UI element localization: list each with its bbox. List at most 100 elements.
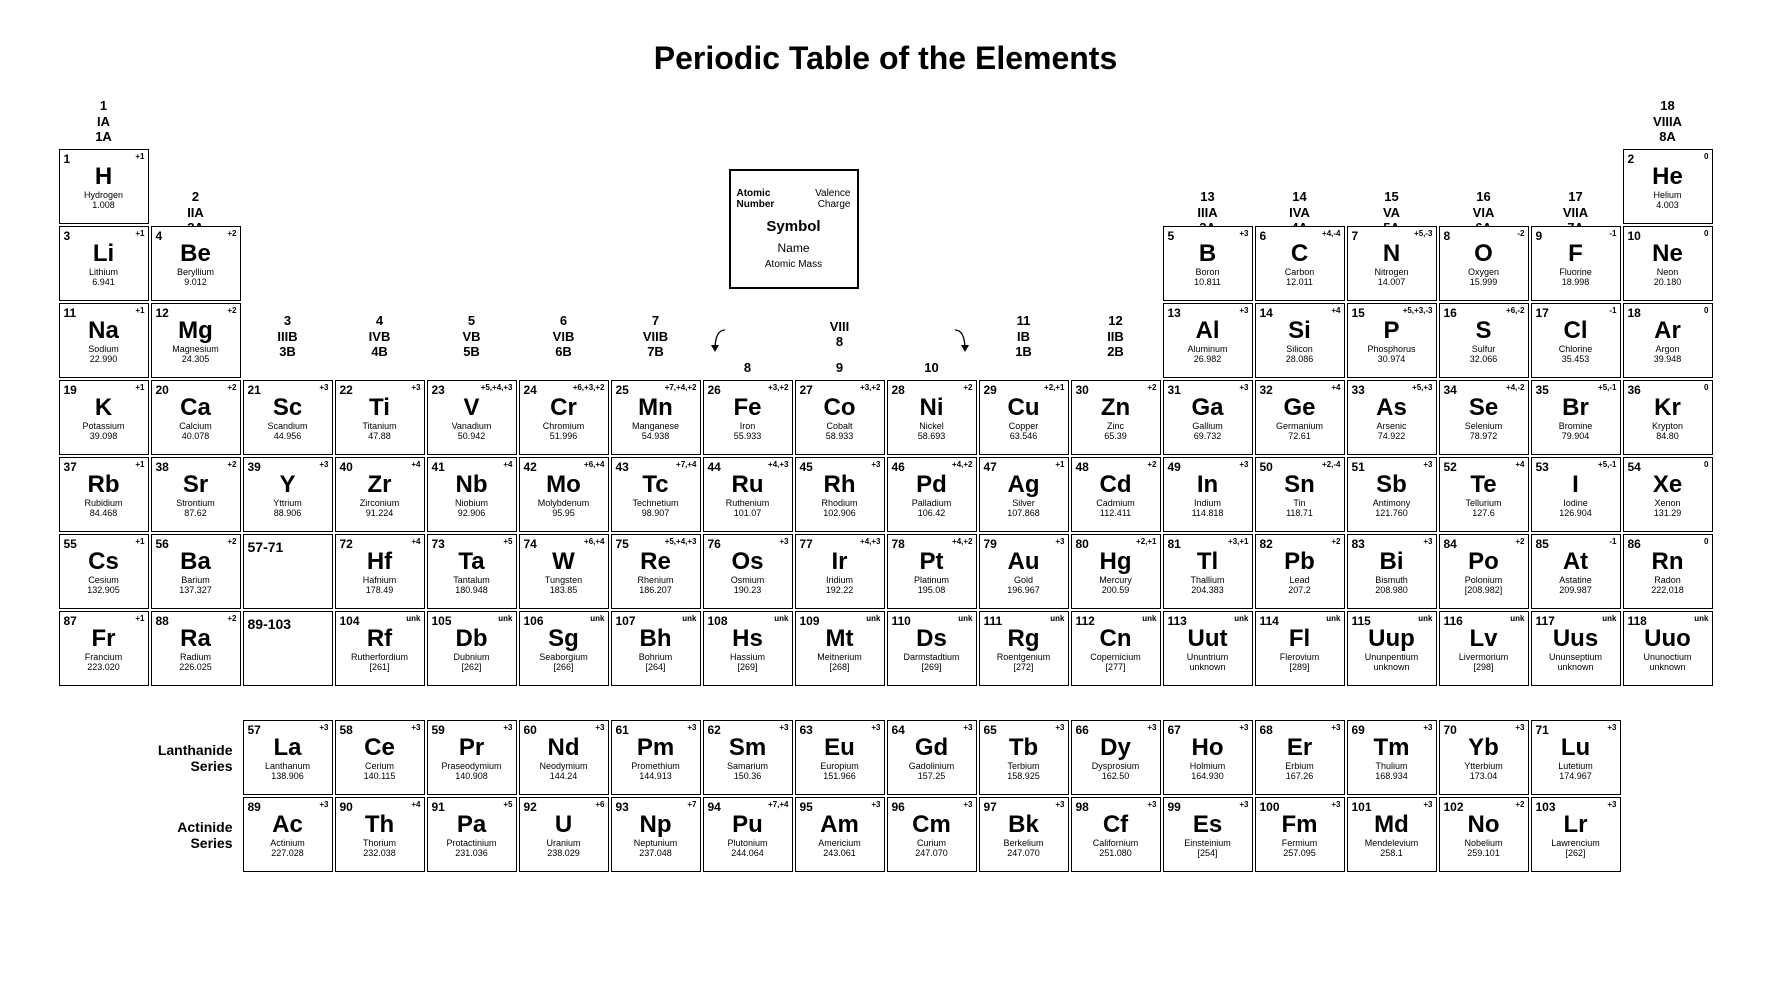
element-name: Polonium: [1465, 576, 1503, 585]
atomic-number: 54: [1628, 460, 1641, 474]
valence: +1: [135, 460, 144, 469]
atomic-mass: 247.070: [1007, 849, 1040, 858]
atomic-mass: 6.941: [92, 278, 115, 287]
atomic-number: 100: [1260, 800, 1280, 814]
atomic-mass: 247.070: [915, 849, 948, 858]
element-Lr: 103+3LrLawrencium[262]: [1531, 797, 1621, 872]
atomic-number: 114: [1260, 614, 1279, 628]
valence: +3: [1055, 537, 1064, 546]
element-name: Antimony: [1373, 499, 1411, 508]
element-name: Strontium: [176, 499, 215, 508]
element-name: Hydrogen: [84, 191, 123, 200]
element-symbol: Ru: [732, 473, 764, 497]
atomic-mass: 150.36: [734, 772, 762, 781]
atomic-mass: 78.972: [1470, 432, 1498, 441]
element-name: Lutetium: [1558, 762, 1593, 771]
atomic-number: 99: [1168, 800, 1181, 814]
valence: +2: [1147, 460, 1156, 469]
element-symbol: Bi: [1380, 550, 1404, 574]
element-name: Technetium: [632, 499, 678, 508]
element-symbol: Mo: [546, 473, 581, 497]
atomic-number: 101: [1352, 800, 1372, 814]
element-name: Einsteinium: [1184, 839, 1231, 848]
atomic-number: 97: [984, 800, 997, 814]
atomic-mass: 40.078: [182, 432, 210, 441]
valence: unk: [1050, 614, 1064, 623]
element-Am: 95+3AmAmericium243.061: [795, 797, 885, 872]
atomic-mass: 208.980: [1375, 586, 1408, 595]
element-H: 1+1HHydrogen1.008: [59, 149, 149, 224]
element-name: Calcium: [179, 422, 212, 431]
element-Es: 99+3EsEinsteinium[254]: [1163, 797, 1253, 872]
element-name: Holmium: [1190, 762, 1226, 771]
valence: +4: [1331, 306, 1340, 315]
atomic-mass: 209.987: [1559, 586, 1592, 595]
valence: unk: [1602, 614, 1616, 623]
element-Li: 3+1LiLithium6.941: [59, 226, 149, 301]
atomic-mass: 106.42: [918, 509, 946, 518]
element-name: Berkelium: [1003, 839, 1043, 848]
atomic-mass: 180.948: [455, 586, 488, 595]
element-Tl: 81+3,+1TlThallium204.383: [1163, 534, 1253, 609]
atomic-number: 84: [1444, 537, 1457, 551]
valence: +7: [687, 800, 696, 809]
atomic-number: 35: [1536, 383, 1549, 397]
valence: unk: [774, 614, 788, 623]
atomic-number: 88: [156, 614, 169, 628]
element-Sr: 38+2SrStrontium87.62: [151, 457, 241, 532]
atomic-number: 90: [340, 800, 353, 814]
element-Te: 52+4TeTellurium127.6: [1439, 457, 1529, 532]
element-symbol: Bh: [640, 627, 672, 651]
element-Rf: 104unkRfRutherfordium[261]: [335, 611, 425, 686]
valence: unk: [406, 614, 420, 623]
valence: +3: [1607, 800, 1616, 809]
atomic-number: 79: [984, 537, 997, 551]
atomic-number: 73: [432, 537, 445, 551]
element-Br: 35+5,-1BrBromine79.904: [1531, 380, 1621, 455]
element-Ge: 32+4GeGermanium72.61: [1255, 380, 1345, 455]
valence: unk: [590, 614, 604, 623]
valence: +4,+3: [768, 460, 788, 469]
valence: +3: [319, 800, 328, 809]
atomic-number: 62: [708, 723, 721, 737]
element-name: Helium: [1653, 191, 1681, 200]
element-symbol: Cm: [912, 813, 951, 837]
valence: +1: [135, 306, 144, 315]
valence: unk: [498, 614, 512, 623]
element-Y: 39+3YYttrium88.906: [243, 457, 333, 532]
element-name: Copernicium: [1090, 653, 1141, 662]
element-name: Aluminum: [1187, 345, 1227, 354]
element-name: Neon: [1657, 268, 1679, 277]
element-name: Phosphorus: [1367, 345, 1415, 354]
atomic-mass: [269]: [921, 663, 941, 672]
atomic-number: 115: [1352, 614, 1371, 628]
atomic-number: 51: [1352, 460, 1365, 474]
element-Hs: 108unkHsHassium[269]: [703, 611, 793, 686]
element-name: Roentgenium: [997, 653, 1051, 662]
atomic-number: 28: [892, 383, 905, 397]
element-symbol: Mn: [638, 396, 673, 420]
element-symbol: Pu: [732, 813, 763, 837]
atomic-mass: 58.693: [918, 432, 946, 441]
valence: +2: [227, 383, 236, 392]
atomic-mass: 101.07: [734, 509, 762, 518]
element-name: Vanadium: [452, 422, 492, 431]
atomic-number: 72: [340, 537, 353, 551]
element-V: 23+5,+4,+3VVanadium50.942: [427, 380, 517, 455]
element-Pm: 61+3PmPromethium144.913: [611, 720, 701, 795]
element-Gd: 64+3GdGadolinium157.25: [887, 720, 977, 795]
valence: 0: [1704, 383, 1708, 392]
element-symbol: Uuo: [1644, 627, 1691, 651]
element-Os: 76+3OsOsmium190.23: [703, 534, 793, 609]
valence: +4,+2: [952, 537, 972, 546]
element-symbol: Ni: [920, 396, 944, 420]
atomic-number: 2: [1628, 152, 1635, 166]
atomic-mass: 95.95: [552, 509, 575, 518]
atomic-number: 36: [1628, 383, 1641, 397]
element-Rb: 37+1RbRubidium84.468: [59, 457, 149, 532]
element-name: Yttrium: [273, 499, 302, 508]
atomic-number: 66: [1076, 723, 1089, 737]
group-header-18: 18VIIIA8A: [1623, 87, 1713, 147]
element-name: Actinium: [270, 839, 305, 848]
element-symbol: Uut: [1188, 627, 1228, 651]
